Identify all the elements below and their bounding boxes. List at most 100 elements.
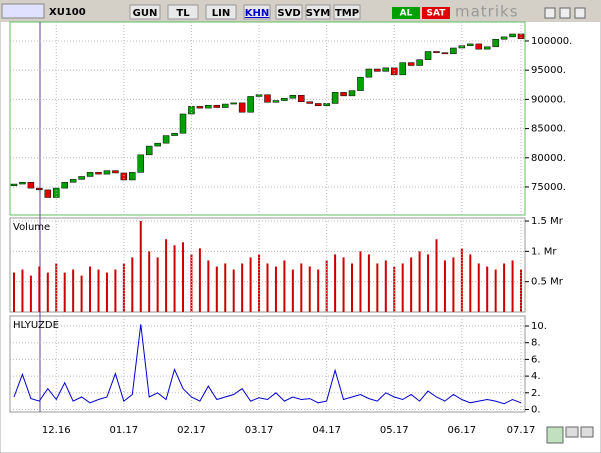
candle bbox=[424, 51, 432, 60]
close[interactable] bbox=[574, 7, 586, 19]
y-tick-label: 95000. bbox=[531, 65, 566, 76]
volume-bar bbox=[283, 260, 286, 312]
toolbar-button[interactable] bbox=[275, 4, 303, 20]
candle bbox=[407, 62, 415, 66]
volume-bar bbox=[342, 257, 345, 312]
candle bbox=[416, 59, 423, 66]
candle bbox=[509, 33, 516, 38]
toolbar-button[interactable] bbox=[243, 4, 271, 20]
volume-bar bbox=[427, 254, 430, 312]
toolbar-button-label: GUN bbox=[133, 8, 158, 19]
volume-bar bbox=[418, 251, 421, 312]
volume-bar bbox=[308, 266, 311, 312]
scroll-left[interactable] bbox=[565, 426, 579, 438]
y-tick-label: 1.5 Mr bbox=[531, 216, 564, 227]
sell-button[interactable] bbox=[422, 7, 450, 19]
y-tick-label: 0.5 Mr bbox=[531, 277, 564, 288]
candle bbox=[450, 47, 457, 55]
candle bbox=[19, 182, 26, 185]
volume-bar bbox=[21, 269, 24, 312]
volume-bar bbox=[165, 239, 168, 312]
volume-bar bbox=[401, 263, 404, 312]
volume-bar bbox=[13, 272, 15, 312]
volume-bar bbox=[334, 254, 337, 312]
volume-bar bbox=[452, 257, 455, 312]
volume-bar bbox=[469, 254, 472, 312]
volume-bar bbox=[511, 260, 514, 312]
candle bbox=[103, 170, 111, 175]
volume-bar bbox=[376, 263, 379, 312]
volume-bar bbox=[46, 272, 49, 312]
y-tick-label: 100000. bbox=[531, 36, 572, 47]
volume-bar bbox=[503, 263, 506, 312]
buy-button[interactable] bbox=[392, 7, 420, 19]
volume-bar bbox=[156, 257, 159, 312]
volume-bar bbox=[317, 269, 320, 312]
volume-bar bbox=[249, 257, 252, 312]
x-tick-label: 01.17 bbox=[110, 425, 139, 436]
toolbar-button[interactable] bbox=[129, 4, 161, 20]
volume-bar bbox=[258, 254, 261, 312]
scroll-right[interactable] bbox=[580, 426, 594, 438]
volume-bar bbox=[291, 269, 294, 312]
volume-bar bbox=[72, 269, 75, 312]
symbol: XU100 bbox=[49, 7, 86, 18]
candle bbox=[483, 46, 491, 50]
toolbar-button-label: SVD bbox=[277, 8, 300, 19]
candle bbox=[272, 100, 280, 103]
candle bbox=[441, 52, 449, 55]
refresh[interactable] bbox=[546, 426, 564, 444]
volume-bar bbox=[148, 251, 151, 312]
y-tick-label: 10. bbox=[531, 321, 547, 332]
volume-bar bbox=[232, 269, 235, 312]
y-tick-label: 2. bbox=[531, 388, 541, 399]
volume-bar bbox=[393, 266, 396, 312]
toolbar-button[interactable] bbox=[333, 4, 361, 20]
volume-bar bbox=[105, 272, 108, 312]
volume-bar bbox=[139, 221, 142, 312]
candle bbox=[340, 92, 347, 97]
candle bbox=[357, 76, 364, 91]
candle bbox=[348, 90, 356, 97]
candle bbox=[69, 179, 77, 183]
y-tick-label: 4. bbox=[531, 371, 541, 382]
volume-bar bbox=[477, 263, 480, 312]
candle bbox=[298, 95, 305, 102]
volume-bar bbox=[131, 257, 134, 312]
candle bbox=[331, 92, 339, 104]
volume-bar bbox=[241, 263, 244, 312]
volume-bar bbox=[494, 269, 497, 312]
candle bbox=[78, 176, 85, 180]
toolbar-button[interactable] bbox=[305, 4, 331, 20]
toolbar-button-label: TMP bbox=[335, 8, 359, 19]
icons[interactable] bbox=[1, 3, 45, 19]
candle bbox=[162, 135, 170, 144]
volume-bar bbox=[97, 269, 100, 312]
candle bbox=[154, 142, 161, 147]
y-tick-label: 75000. bbox=[531, 182, 566, 193]
candle bbox=[44, 189, 52, 198]
volume-bar bbox=[182, 242, 184, 312]
maximize[interactable] bbox=[559, 7, 571, 19]
toolbar-button[interactable] bbox=[167, 4, 199, 20]
brand: matriks bbox=[455, 3, 519, 21]
x-tick-label: 07.17 bbox=[507, 425, 536, 436]
candle bbox=[205, 104, 212, 109]
x-tick-label: 03.17 bbox=[245, 425, 274, 436]
minimize[interactable] bbox=[544, 7, 556, 19]
volume-bar bbox=[384, 260, 387, 312]
volume-bar bbox=[38, 266, 41, 312]
candle bbox=[95, 172, 102, 175]
candle bbox=[179, 113, 187, 134]
x-tick-label: 04.17 bbox=[312, 425, 341, 436]
candle bbox=[247, 96, 254, 113]
x-tick-label: 02.17 bbox=[177, 425, 206, 436]
volume-bar bbox=[63, 272, 66, 312]
volume-bar bbox=[266, 263, 269, 312]
toolbar-button[interactable] bbox=[205, 4, 237, 20]
volume-bar bbox=[325, 260, 328, 312]
candle bbox=[399, 62, 406, 76]
candle bbox=[467, 43, 474, 46]
